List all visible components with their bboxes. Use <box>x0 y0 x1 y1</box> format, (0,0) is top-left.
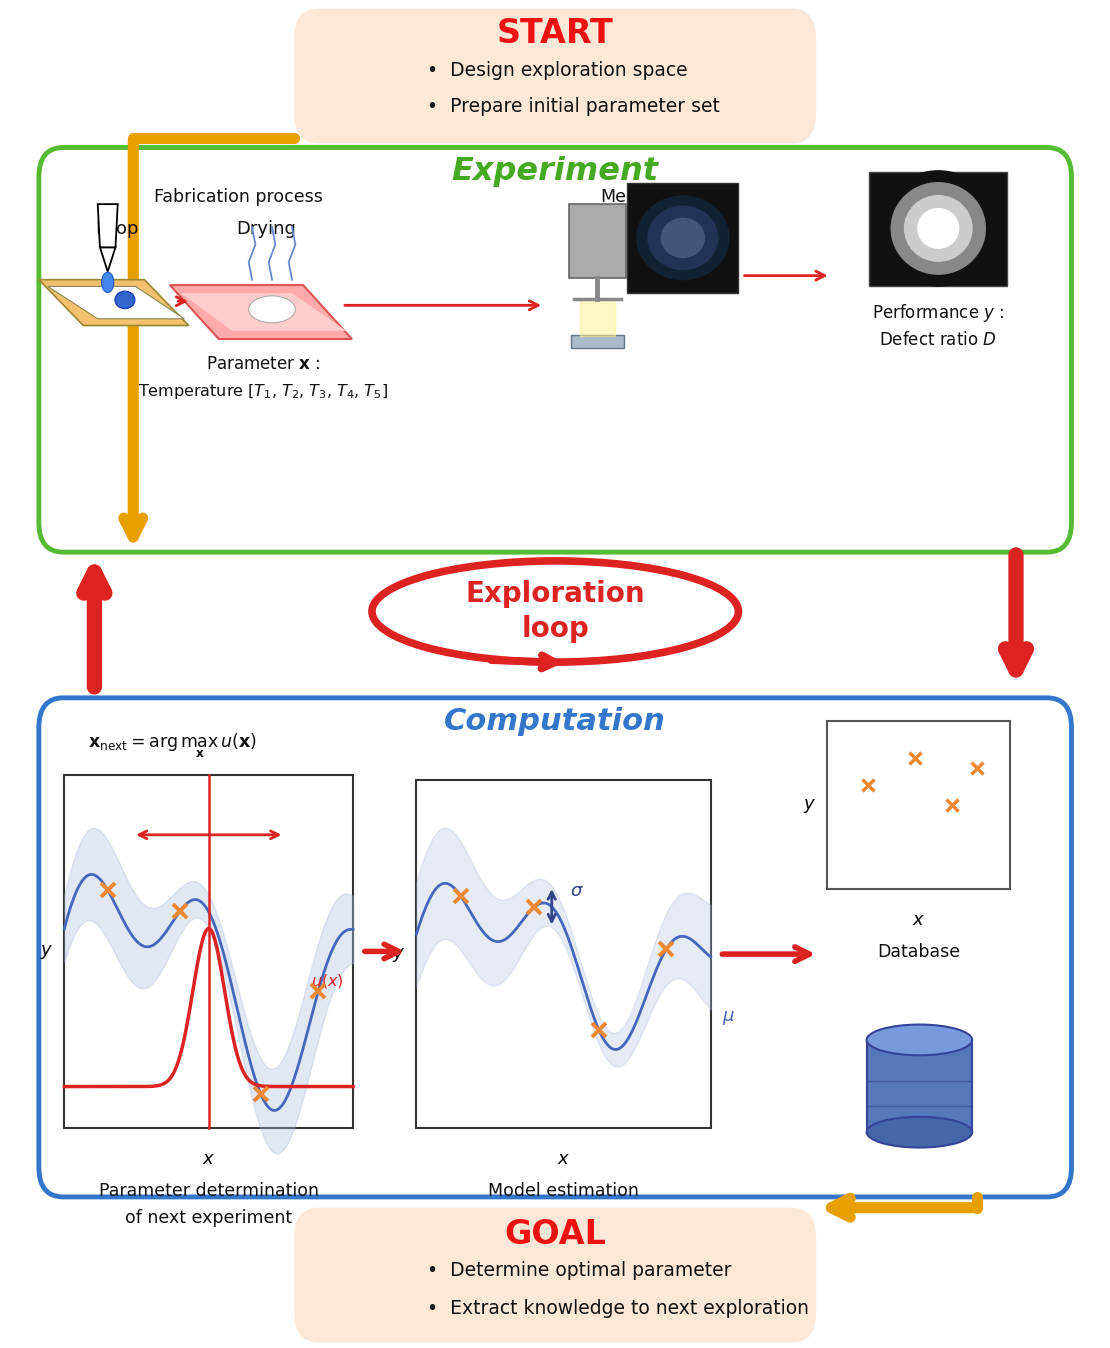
Text: •  Prepare initial parameter set: • Prepare initial parameter set <box>427 97 720 116</box>
Polygon shape <box>100 248 115 272</box>
Ellipse shape <box>878 171 998 287</box>
FancyBboxPatch shape <box>416 780 710 1128</box>
Text: $x$: $x$ <box>557 1148 569 1167</box>
Ellipse shape <box>890 183 986 275</box>
Text: Fabrication process: Fabrication process <box>154 187 323 206</box>
Ellipse shape <box>249 297 295 324</box>
Ellipse shape <box>115 291 135 309</box>
FancyBboxPatch shape <box>627 183 738 294</box>
Ellipse shape <box>102 274 113 294</box>
Text: Experiment: Experiment <box>452 156 658 186</box>
Text: Temperature [$T_1$, $T_2$, $T_3$, $T_4$, $T_5$]: Temperature [$T_1$, $T_2$, $T_3$, $T_4$,… <box>138 381 388 400</box>
Polygon shape <box>98 205 118 248</box>
FancyBboxPatch shape <box>39 698 1071 1197</box>
Text: $x$: $x$ <box>202 1148 215 1167</box>
Ellipse shape <box>917 209 959 249</box>
Ellipse shape <box>867 1024 972 1055</box>
Text: $u(x)$: $u(x)$ <box>312 971 344 989</box>
Polygon shape <box>48 287 184 319</box>
Text: Computation: Computation <box>444 706 666 736</box>
Text: $y$: $y$ <box>803 797 816 814</box>
Ellipse shape <box>647 206 718 271</box>
Text: $\sigma$: $\sigma$ <box>569 882 583 900</box>
Text: Drying: Drying <box>236 220 296 239</box>
FancyBboxPatch shape <box>64 775 353 1128</box>
Text: Database: Database <box>877 942 960 961</box>
Text: Performance $y$ :: Performance $y$ : <box>871 302 1005 324</box>
Text: Evaluation: Evaluation <box>892 187 983 206</box>
Text: •  Extract knowledge to next exploration: • Extract knowledge to next exploration <box>427 1298 809 1317</box>
Text: $x$: $x$ <box>912 910 925 929</box>
Text: Defect ratio $D$: Defect ratio $D$ <box>879 330 997 349</box>
Ellipse shape <box>904 195 972 263</box>
Text: GOAL: GOAL <box>504 1217 606 1250</box>
Text: Drop: Drop <box>94 220 139 239</box>
FancyBboxPatch shape <box>571 336 624 349</box>
Text: Model estimation: Model estimation <box>488 1181 638 1200</box>
Text: $\mathbf{x}_{\rm next} = \arg\max_{\mathbf{x}}\, u(\mathbf{x})$: $\mathbf{x}_{\rm next} = \arg\max_{\math… <box>88 732 256 759</box>
Text: Parameter $\mathbf{x}$ :: Parameter $\mathbf{x}$ : <box>206 355 320 373</box>
FancyBboxPatch shape <box>39 148 1071 553</box>
Ellipse shape <box>372 561 738 662</box>
FancyBboxPatch shape <box>869 173 1007 287</box>
Ellipse shape <box>636 195 729 282</box>
Ellipse shape <box>867 1117 972 1147</box>
Polygon shape <box>181 294 346 332</box>
Text: •  Determine optimal parameter: • Determine optimal parameter <box>427 1260 731 1279</box>
Ellipse shape <box>660 218 705 259</box>
Text: $y$: $y$ <box>40 942 53 961</box>
Text: Exploration: Exploration <box>465 580 645 607</box>
Polygon shape <box>39 280 189 326</box>
FancyBboxPatch shape <box>867 1041 972 1132</box>
Text: $y$: $y$ <box>392 945 405 964</box>
FancyBboxPatch shape <box>827 721 1010 890</box>
Text: •  Design exploration space: • Design exploration space <box>427 61 688 80</box>
Text: Parameter determination: Parameter determination <box>99 1181 319 1200</box>
Text: START: START <box>496 18 614 50</box>
Text: Measurement: Measurement <box>601 187 720 206</box>
Polygon shape <box>170 286 352 340</box>
FancyBboxPatch shape <box>294 1208 816 1343</box>
FancyBboxPatch shape <box>294 9 816 144</box>
FancyBboxPatch shape <box>568 205 626 279</box>
Text: loop: loop <box>521 615 589 642</box>
Text: $\mu$: $\mu$ <box>722 1008 735 1026</box>
Text: of next experiment: of next experiment <box>125 1208 292 1227</box>
